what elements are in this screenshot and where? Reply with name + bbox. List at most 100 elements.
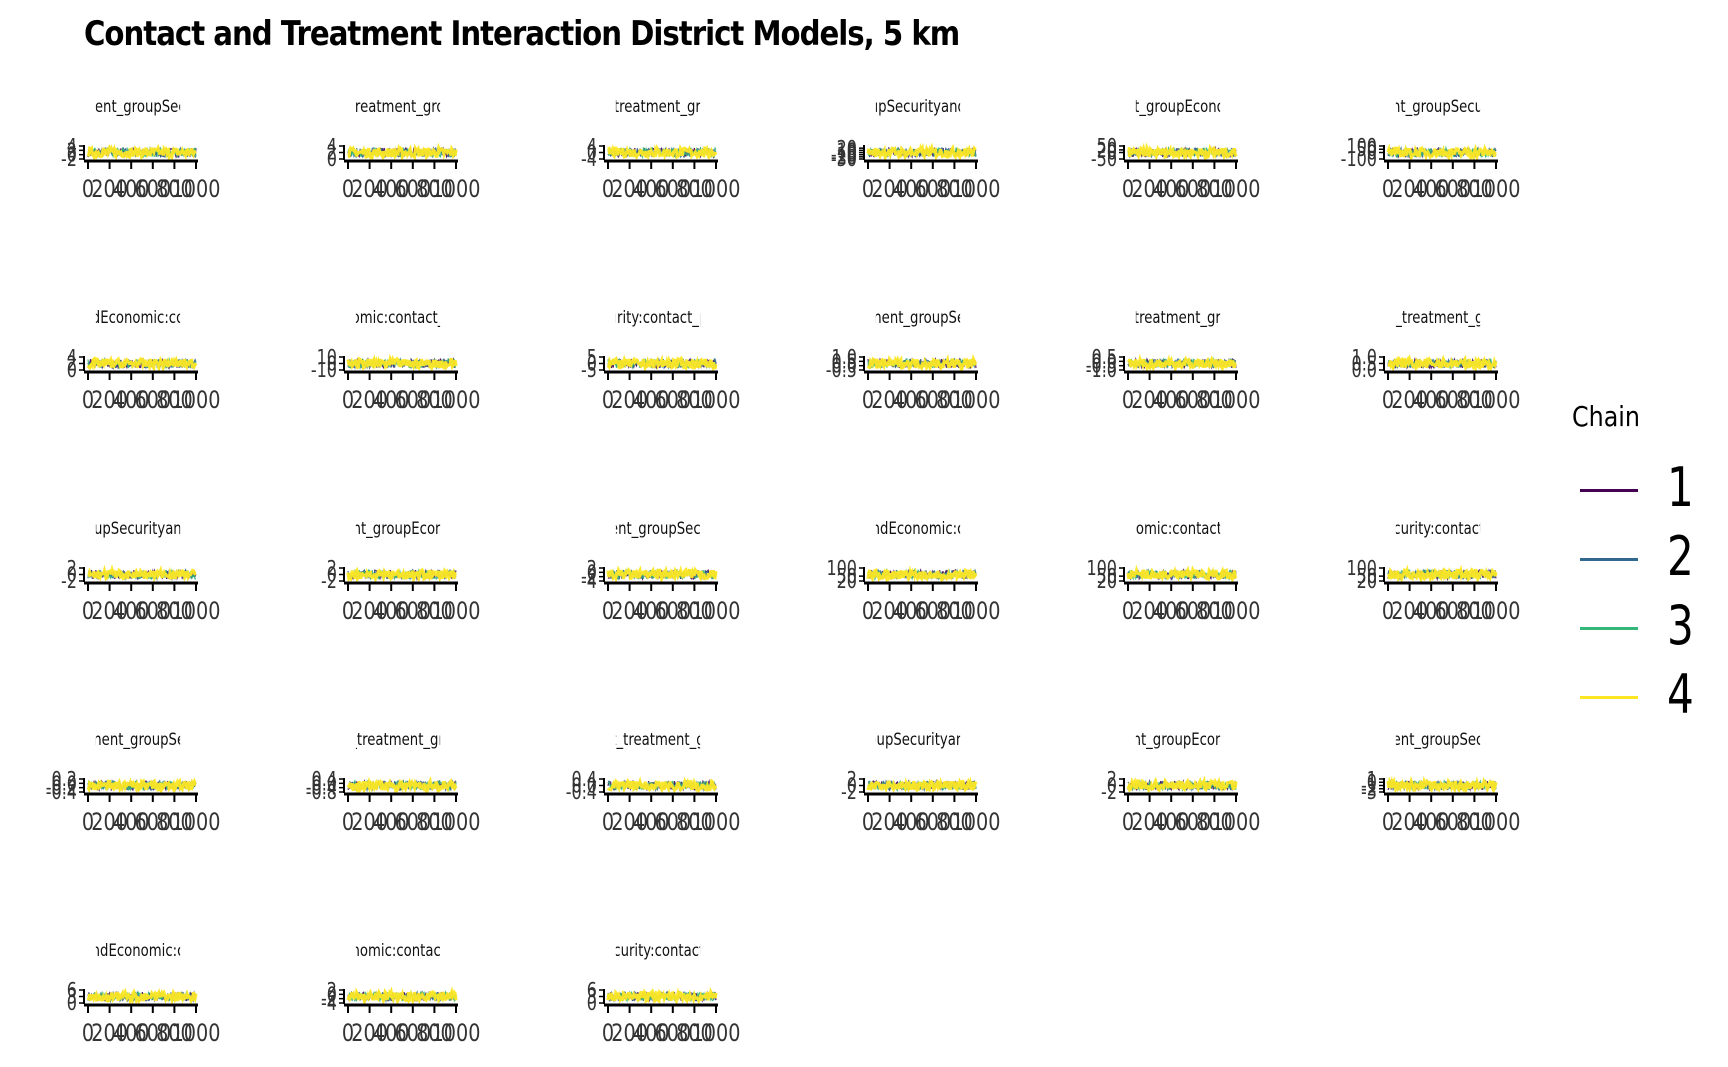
x-tick-label: 600 [394,598,431,626]
x-tick-label: 1000 [692,809,741,837]
legend-label-2: 2 [1667,525,1694,588]
x-tick-label: 800 [1456,809,1493,837]
x-tick-label: 0 [1382,176,1394,204]
x-tick-label: 800 [416,598,453,626]
y-tick-label: -0.4 [306,777,337,800]
x-tick-label: 600 [914,809,951,837]
x-tick-label: 400 [1153,598,1190,626]
trace-line-chain-4 [607,143,718,161]
x-tick-label: 0 [1382,809,1394,837]
trace-line-chain-4 [866,776,978,794]
x-tick-label: 1000 [172,809,221,837]
y-tick-label: 10 [837,140,857,163]
legend-item-3: 3 [1572,593,1722,662]
x-tick-label: 400 [893,387,930,415]
y-tick-label: -0.5 [1086,355,1117,378]
x-tick-label: 1000 [432,176,481,204]
x-tick-label: 800 [156,598,193,626]
y-tick-label: 0 [587,562,597,585]
x-tick-label: 400 [633,1020,670,1048]
y-tick-label: 0.4 [312,768,337,791]
y-tick-label: 0.5 [832,351,857,374]
x-tick-label: 800 [1456,598,1493,626]
x-tick-label: 0 [1122,809,1134,837]
y-tick-label: -2 [1361,778,1377,801]
x-tick-label: 600 [394,387,431,415]
x-tick-label: 1000 [1212,809,1261,837]
x-tick-label: 0 [1382,598,1394,626]
y-tick-label: 4 [327,135,337,158]
x-tick-label: 800 [416,1020,453,1048]
legend-item-2: 2 [1572,524,1722,593]
x-tick-label: 400 [113,387,150,415]
trace-line-chain-4 [866,142,977,163]
x-tick-label: 200 [1131,809,1168,837]
x-tick-label: 1000 [1212,176,1261,204]
x-tick-label: 400 [1413,387,1450,415]
trace-line-chain-4 [347,142,458,163]
x-tick-label: 800 [1196,176,1233,204]
y-tick-label: 0 [327,564,337,587]
x-tick-label: 200 [351,176,388,204]
x-tick-label: 600 [134,1020,171,1048]
x-tick-label: 200 [91,176,128,204]
y-tick-label: 0 [847,142,857,165]
x-tick-label: 800 [936,809,973,837]
x-tick-label: 800 [676,809,713,837]
y-tick-label: 6 [587,979,597,1002]
x-tick-label: 400 [633,387,670,415]
x-tick-label: 800 [676,387,713,415]
y-tick-label: 50 [837,565,857,588]
x-tick-label: 400 [373,809,410,837]
x-tick-label: 800 [156,176,193,204]
y-tick-label: 4 [587,135,597,158]
x-tick-label: 1000 [952,598,1001,626]
legend-label-4: 4 [1667,663,1694,726]
x-tick-label: 600 [1434,176,1471,204]
x-tick-label: 1000 [432,809,481,837]
x-tick-label: 200 [871,598,908,626]
x-tick-label: 0 [1122,387,1134,415]
x-tick-label: 200 [91,598,128,626]
x-tick-label: 1000 [952,387,1001,415]
panel-strip-label: nt_groupEconor [1126,96,1231,117]
x-tick-label: 0 [1122,598,1134,626]
y-tick-label: 2 [67,353,77,376]
trace-panel: tment_groupSec -0.4-0.20.00.2020040060080… [46,729,221,836]
y-tick-label: -50 [1091,148,1117,171]
y-tick-label: -2 [61,570,77,593]
panel-strip-label: nomic:contact_p [343,307,452,328]
x-tick-label: 600 [914,387,951,415]
y-tick-label: -30 [831,148,857,171]
y-tick-label: -100 [1341,148,1377,171]
x-tick-label: 0 [862,598,874,626]
panel-strip-label: onomic:contact_ [343,940,452,961]
x-tick-label: 400 [1153,387,1190,415]
panel-strip-label: t_treatment_grc [345,729,451,750]
x-tick-label: 600 [134,176,171,204]
panel-strip-label: nent_groupSecur [602,518,716,539]
x-tick-label: 600 [394,176,431,204]
panel-strip-label: nent_groupSecu [1384,729,1492,750]
y-tick-label: -2 [61,148,77,171]
x-tick-label: 0 [82,809,94,837]
y-tick-label: 0.0 [572,775,597,798]
y-tick-label: 0 [587,992,597,1015]
trace-line-chain-4 [346,986,458,1007]
x-tick-label: 800 [1196,387,1233,415]
x-tick-label: 600 [1434,809,1471,837]
trace-line-chain-4 [86,143,197,163]
x-tick-label: 1000 [1212,387,1261,415]
x-tick-label: 400 [113,1020,150,1048]
legend-label-1: 1 [1667,456,1694,519]
trace-line-chain-4 [1126,775,1238,795]
x-tick-label: 0 [862,809,874,837]
trace-panel: rt_treatment_gr -0.40.00.4020040060080010… [566,729,741,836]
y-tick-label: 0 [67,359,77,382]
x-tick-label: 0 [602,387,614,415]
